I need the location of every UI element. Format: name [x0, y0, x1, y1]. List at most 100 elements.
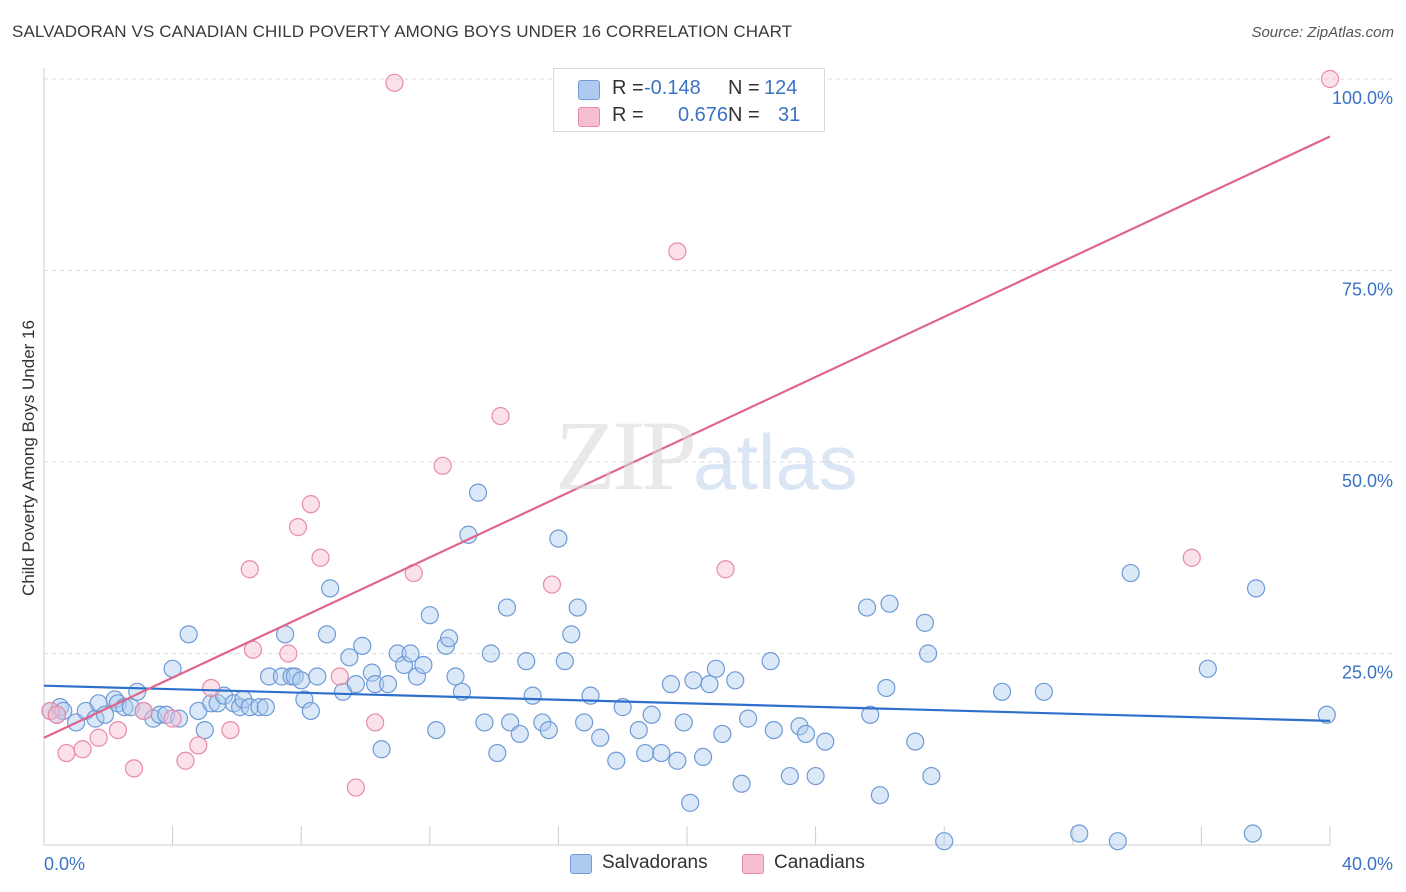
r-label: R =: [612, 104, 644, 126]
salvadoran-point: [378, 675, 398, 694]
salvadoran-point: [732, 774, 751, 793]
salvadoran-point: [877, 678, 896, 698]
salvadoran-point: [668, 751, 687, 770]
salvadoran-point: [726, 671, 745, 690]
salvadoran-point: [510, 724, 529, 744]
salvadoran-point: [562, 625, 581, 644]
salvadoran-point: [439, 629, 459, 648]
salvadoran-point: [591, 728, 610, 747]
source-attribution: Source: ZipAtlas.com: [1251, 24, 1394, 41]
salvadoran-point: [613, 698, 632, 717]
r-value: 0.676: [678, 104, 729, 126]
salvadoran-point: [568, 598, 587, 617]
salvadoran-point: [861, 705, 880, 724]
salvadoran-point: [700, 675, 719, 694]
canadian-point: [311, 548, 330, 567]
canadian-point: [47, 705, 66, 724]
salvadoran-point: [857, 598, 877, 617]
salvadoran-point: [919, 644, 938, 663]
r-label: R =: [612, 77, 644, 99]
salvadoran-point: [764, 720, 783, 740]
y-tick-label: 100.0%: [1332, 88, 1393, 108]
salvadoran-point: [706, 659, 726, 678]
axes: [43, 68, 1331, 846]
salvadoran-point: [870, 786, 890, 805]
salvadoran-point: [1070, 824, 1089, 843]
watermark: ZIPatlas: [555, 398, 858, 513]
salvadoran-point: [523, 686, 542, 705]
canadian-point: [279, 644, 298, 663]
canadian-point: [542, 575, 562, 594]
salvadoran-point: [481, 644, 500, 663]
n-label: N =: [728, 104, 760, 126]
canadian-point: [89, 728, 108, 747]
y-tick-label: 50.0%: [1342, 471, 1393, 491]
salvadoran-point: [922, 766, 941, 786]
salvadoran-point: [308, 667, 327, 686]
n-label: N =: [728, 77, 760, 99]
canadian-point: [1320, 69, 1340, 89]
salvadoran-point: [394, 655, 414, 675]
canadian-point: [176, 751, 195, 770]
canadian-point: [433, 456, 452, 475]
salvadoran-point: [488, 743, 507, 763]
salvadoran-point: [195, 720, 214, 740]
chart-title: SALVADORAN VS CANADIAN CHILD POVERTY AMO…: [12, 22, 793, 41]
salvadoran-point: [240, 698, 259, 717]
salvadoran-point: [353, 636, 372, 655]
canadian-point: [716, 560, 735, 579]
salvadoran-point: [179, 625, 198, 644]
salvadoran-point: [250, 698, 269, 717]
stats-legend: R = -0.148 N = 124 R = 0.676 N = 31: [553, 68, 825, 132]
salvadoran-point: [1243, 824, 1262, 843]
salvadoran-point: [446, 667, 465, 686]
canadian-point: [108, 720, 128, 740]
salvadorans-swatch: [570, 854, 592, 874]
canadian-point: [385, 73, 404, 92]
canadians-swatch: [578, 107, 600, 127]
salvadoran-point: [401, 644, 420, 663]
salvadoran-point: [935, 832, 954, 851]
salvadoran-point: [362, 663, 382, 682]
canadian-point: [1182, 548, 1201, 567]
salvadoran-point: [272, 667, 292, 686]
canadian-point: [240, 560, 259, 579]
canadian-point: [491, 406, 510, 426]
salvadoran-point: [796, 724, 816, 744]
salvadoran-point: [475, 713, 494, 732]
y-tick-label: 75.0%: [1342, 280, 1393, 300]
x-tick-label: 40.0%: [1342, 854, 1393, 874]
salvadoran-point: [636, 743, 655, 763]
canadian-point: [346, 778, 365, 797]
trend-lines: [43, 135, 1331, 739]
canadian-point: [330, 667, 349, 686]
salvadoran-point: [629, 720, 648, 740]
canadians-points: [41, 69, 1340, 797]
salvadoran-point: [497, 598, 517, 617]
canadian-point: [668, 242, 687, 261]
salvadoran-point: [372, 740, 391, 759]
salvadoran-point: [407, 667, 427, 686]
salvadoran-point: [1034, 682, 1053, 701]
salvadoran-point: [738, 709, 758, 728]
canadian-point: [134, 701, 153, 721]
r-value: -0.148: [644, 77, 701, 99]
salvadoran-point: [607, 751, 626, 770]
salvadoran-point: [992, 682, 1012, 701]
salvadoran-point: [661, 675, 681, 694]
salvadoran-point: [780, 766, 799, 786]
watermark-atlas: atlas: [693, 418, 858, 506]
salvadoran-point: [880, 594, 899, 613]
salvadoran-point: [414, 655, 433, 675]
salvadorans-points: [41, 483, 1336, 851]
salvadoran-point: [468, 483, 488, 502]
y-tick-label: 25.0%: [1342, 663, 1393, 683]
salvadoran-point: [1121, 563, 1140, 583]
salvadoran-point: [388, 644, 407, 663]
salvadoran-point: [693, 747, 713, 767]
salvadoran-point: [169, 709, 189, 728]
salvadoran-point: [346, 675, 365, 694]
salvadoran-point: [906, 732, 925, 751]
salvadoran-point: [301, 701, 320, 721]
salvadoran-point: [549, 529, 568, 548]
